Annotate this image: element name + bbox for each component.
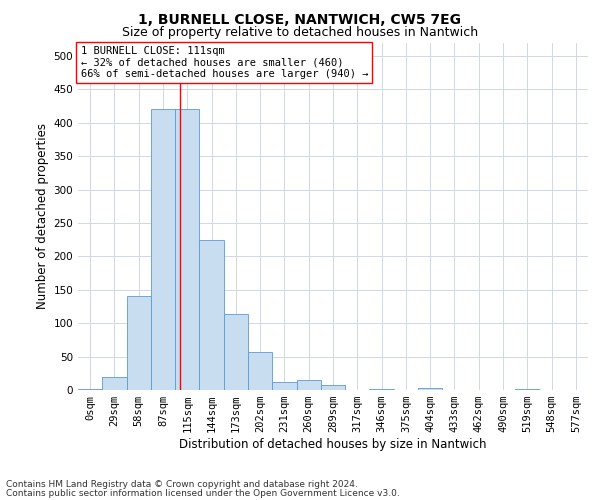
Bar [370,388,394,390]
Text: Size of property relative to detached houses in Nantwich: Size of property relative to detached ho… [122,26,478,39]
Text: 1, BURNELL CLOSE, NANTWICH, CW5 7EG: 1, BURNELL CLOSE, NANTWICH, CW5 7EG [139,12,461,26]
Bar [296,380,321,390]
Bar [175,110,199,390]
Bar [272,382,296,390]
Text: Contains public sector information licensed under the Open Government Licence v3: Contains public sector information licen… [6,489,400,498]
Bar [418,388,442,390]
Y-axis label: Number of detached properties: Number of detached properties [36,123,49,309]
Bar [102,376,127,390]
X-axis label: Distribution of detached houses by size in Nantwich: Distribution of detached houses by size … [179,438,487,451]
Bar [248,352,272,390]
Text: Contains HM Land Registry data © Crown copyright and database right 2024.: Contains HM Land Registry data © Crown c… [6,480,358,489]
Bar [321,386,345,390]
Bar [78,388,102,390]
Bar [199,240,224,390]
Bar [151,110,175,390]
Bar [127,296,151,390]
Text: 1 BURNELL CLOSE: 111sqm
← 32% of detached houses are smaller (460)
66% of semi-d: 1 BURNELL CLOSE: 111sqm ← 32% of detache… [80,46,368,79]
Bar [224,314,248,390]
